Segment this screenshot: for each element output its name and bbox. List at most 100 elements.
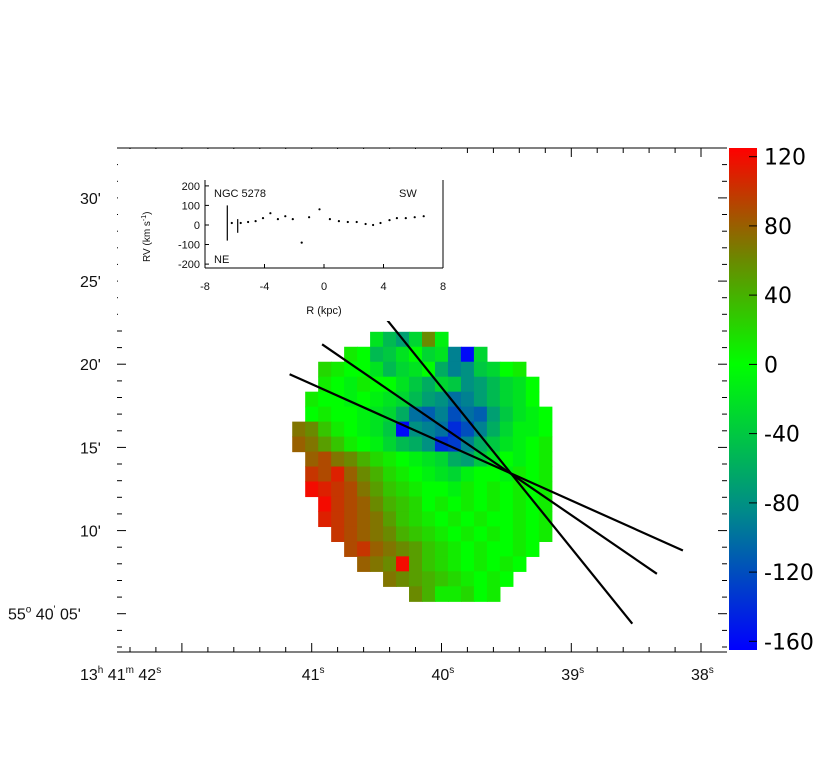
map-cell	[409, 526, 423, 542]
map-cell	[331, 496, 345, 513]
map-cell	[460, 496, 475, 513]
map-cell	[344, 526, 358, 542]
colorbar: 120 80 40 0 -40 -80 -120 -160	[729, 146, 814, 655]
map-cell	[422, 571, 436, 587]
map-cell	[370, 391, 384, 408]
map-cell	[499, 376, 514, 393]
map-cell	[447, 556, 462, 572]
map-cell	[396, 466, 410, 483]
map-cell	[318, 496, 332, 513]
map-cell	[434, 331, 449, 348]
map-cell	[396, 481, 410, 498]
map-cell	[357, 376, 371, 393]
dec-tick-label: 30'	[80, 191, 101, 208]
map-cell	[357, 511, 371, 528]
map-cell	[383, 556, 397, 572]
map-cell	[409, 541, 423, 557]
map-cell	[357, 451, 371, 468]
map-cell	[396, 436, 410, 453]
map-cell	[525, 436, 540, 453]
map-cell	[422, 421, 436, 438]
map-cell	[486, 376, 501, 393]
map-cell	[460, 481, 475, 498]
map-cell	[434, 361, 449, 378]
map-cell	[383, 346, 397, 363]
map-cell	[422, 526, 436, 542]
map-cell	[409, 436, 423, 453]
map-cell	[434, 571, 449, 587]
map-cell	[357, 526, 371, 542]
inset-background	[118, 149, 456, 321]
map-cell	[473, 526, 488, 542]
map-cell	[499, 436, 514, 453]
inset-x-tick-label: 8	[440, 281, 446, 293]
map-cell	[422, 451, 436, 468]
map-cell	[344, 421, 358, 438]
inset-annotation-sw: SW	[399, 188, 417, 200]
inset-point	[337, 220, 340, 223]
map-cell	[357, 466, 371, 483]
map-cell	[318, 436, 332, 453]
map-cell	[512, 451, 527, 468]
map-cell	[383, 526, 397, 542]
colorbar-tick-label: 40	[764, 284, 792, 309]
map-cell	[538, 406, 553, 423]
map-cell	[318, 391, 332, 408]
map-cell	[396, 376, 410, 393]
map-cell	[473, 406, 488, 423]
map-cell	[409, 481, 423, 498]
map-cell	[434, 556, 449, 572]
map-cell	[422, 496, 436, 513]
colorbar-gradient	[729, 148, 757, 650]
colorbar-tick-label: 80	[764, 215, 792, 240]
inset-point	[247, 220, 250, 224]
map-cell	[409, 571, 423, 587]
map-cell	[473, 556, 488, 572]
map-cell	[344, 406, 358, 423]
map-cell	[305, 451, 319, 468]
inset-point	[300, 241, 303, 244]
rotation-curve-inset: 200 100 0 -100 -200-8 -4 0 4 8 NGC 5278 SW NE R …	[118, 149, 456, 321]
map-cell	[538, 511, 553, 528]
map-cell	[460, 541, 475, 557]
map-cell	[422, 586, 436, 602]
map-cell	[486, 406, 501, 423]
inset-point	[355, 220, 358, 224]
slit-line	[321, 343, 658, 575]
velocity-map-cells	[292, 331, 553, 602]
ra-tick-label: 13h 41m 42s	[80, 665, 161, 684]
map-cell	[447, 451, 462, 468]
map-cell	[370, 481, 384, 498]
inset-point	[379, 221, 382, 225]
map-cell	[434, 376, 449, 393]
inset-point	[318, 208, 321, 211]
map-cell	[473, 391, 488, 408]
map-cell	[422, 406, 436, 423]
map-cell	[512, 436, 527, 453]
colorbar-tick-label: -80	[764, 492, 800, 517]
map-cell	[331, 361, 345, 378]
inset-x-tick-label: -4	[260, 281, 270, 293]
map-cell	[486, 391, 501, 408]
inset-point	[404, 217, 407, 220]
map-cell	[331, 391, 345, 408]
colorbar-tick-label: -120	[764, 561, 814, 586]
inset-point	[261, 217, 265, 220]
map-cell	[525, 526, 540, 542]
map-cell	[422, 481, 436, 498]
map-cell	[305, 481, 319, 498]
dec-axis-labels: 30' 25' 20' 15' 10' 55o 40' 05'	[8, 191, 101, 624]
map-cell	[357, 481, 371, 498]
map-cell	[525, 511, 540, 528]
inset-xlabel: R (kpc)	[306, 305, 341, 317]
map-cell	[422, 541, 436, 557]
map-cell	[460, 556, 475, 572]
map-cell	[331, 481, 345, 498]
inset-title: NGC 5278	[214, 188, 266, 200]
slit-line	[289, 373, 684, 552]
map-cell	[396, 541, 410, 557]
map-cell	[447, 481, 462, 498]
map-cell	[486, 571, 501, 587]
inset-point	[346, 220, 349, 224]
map-cell	[370, 526, 384, 542]
